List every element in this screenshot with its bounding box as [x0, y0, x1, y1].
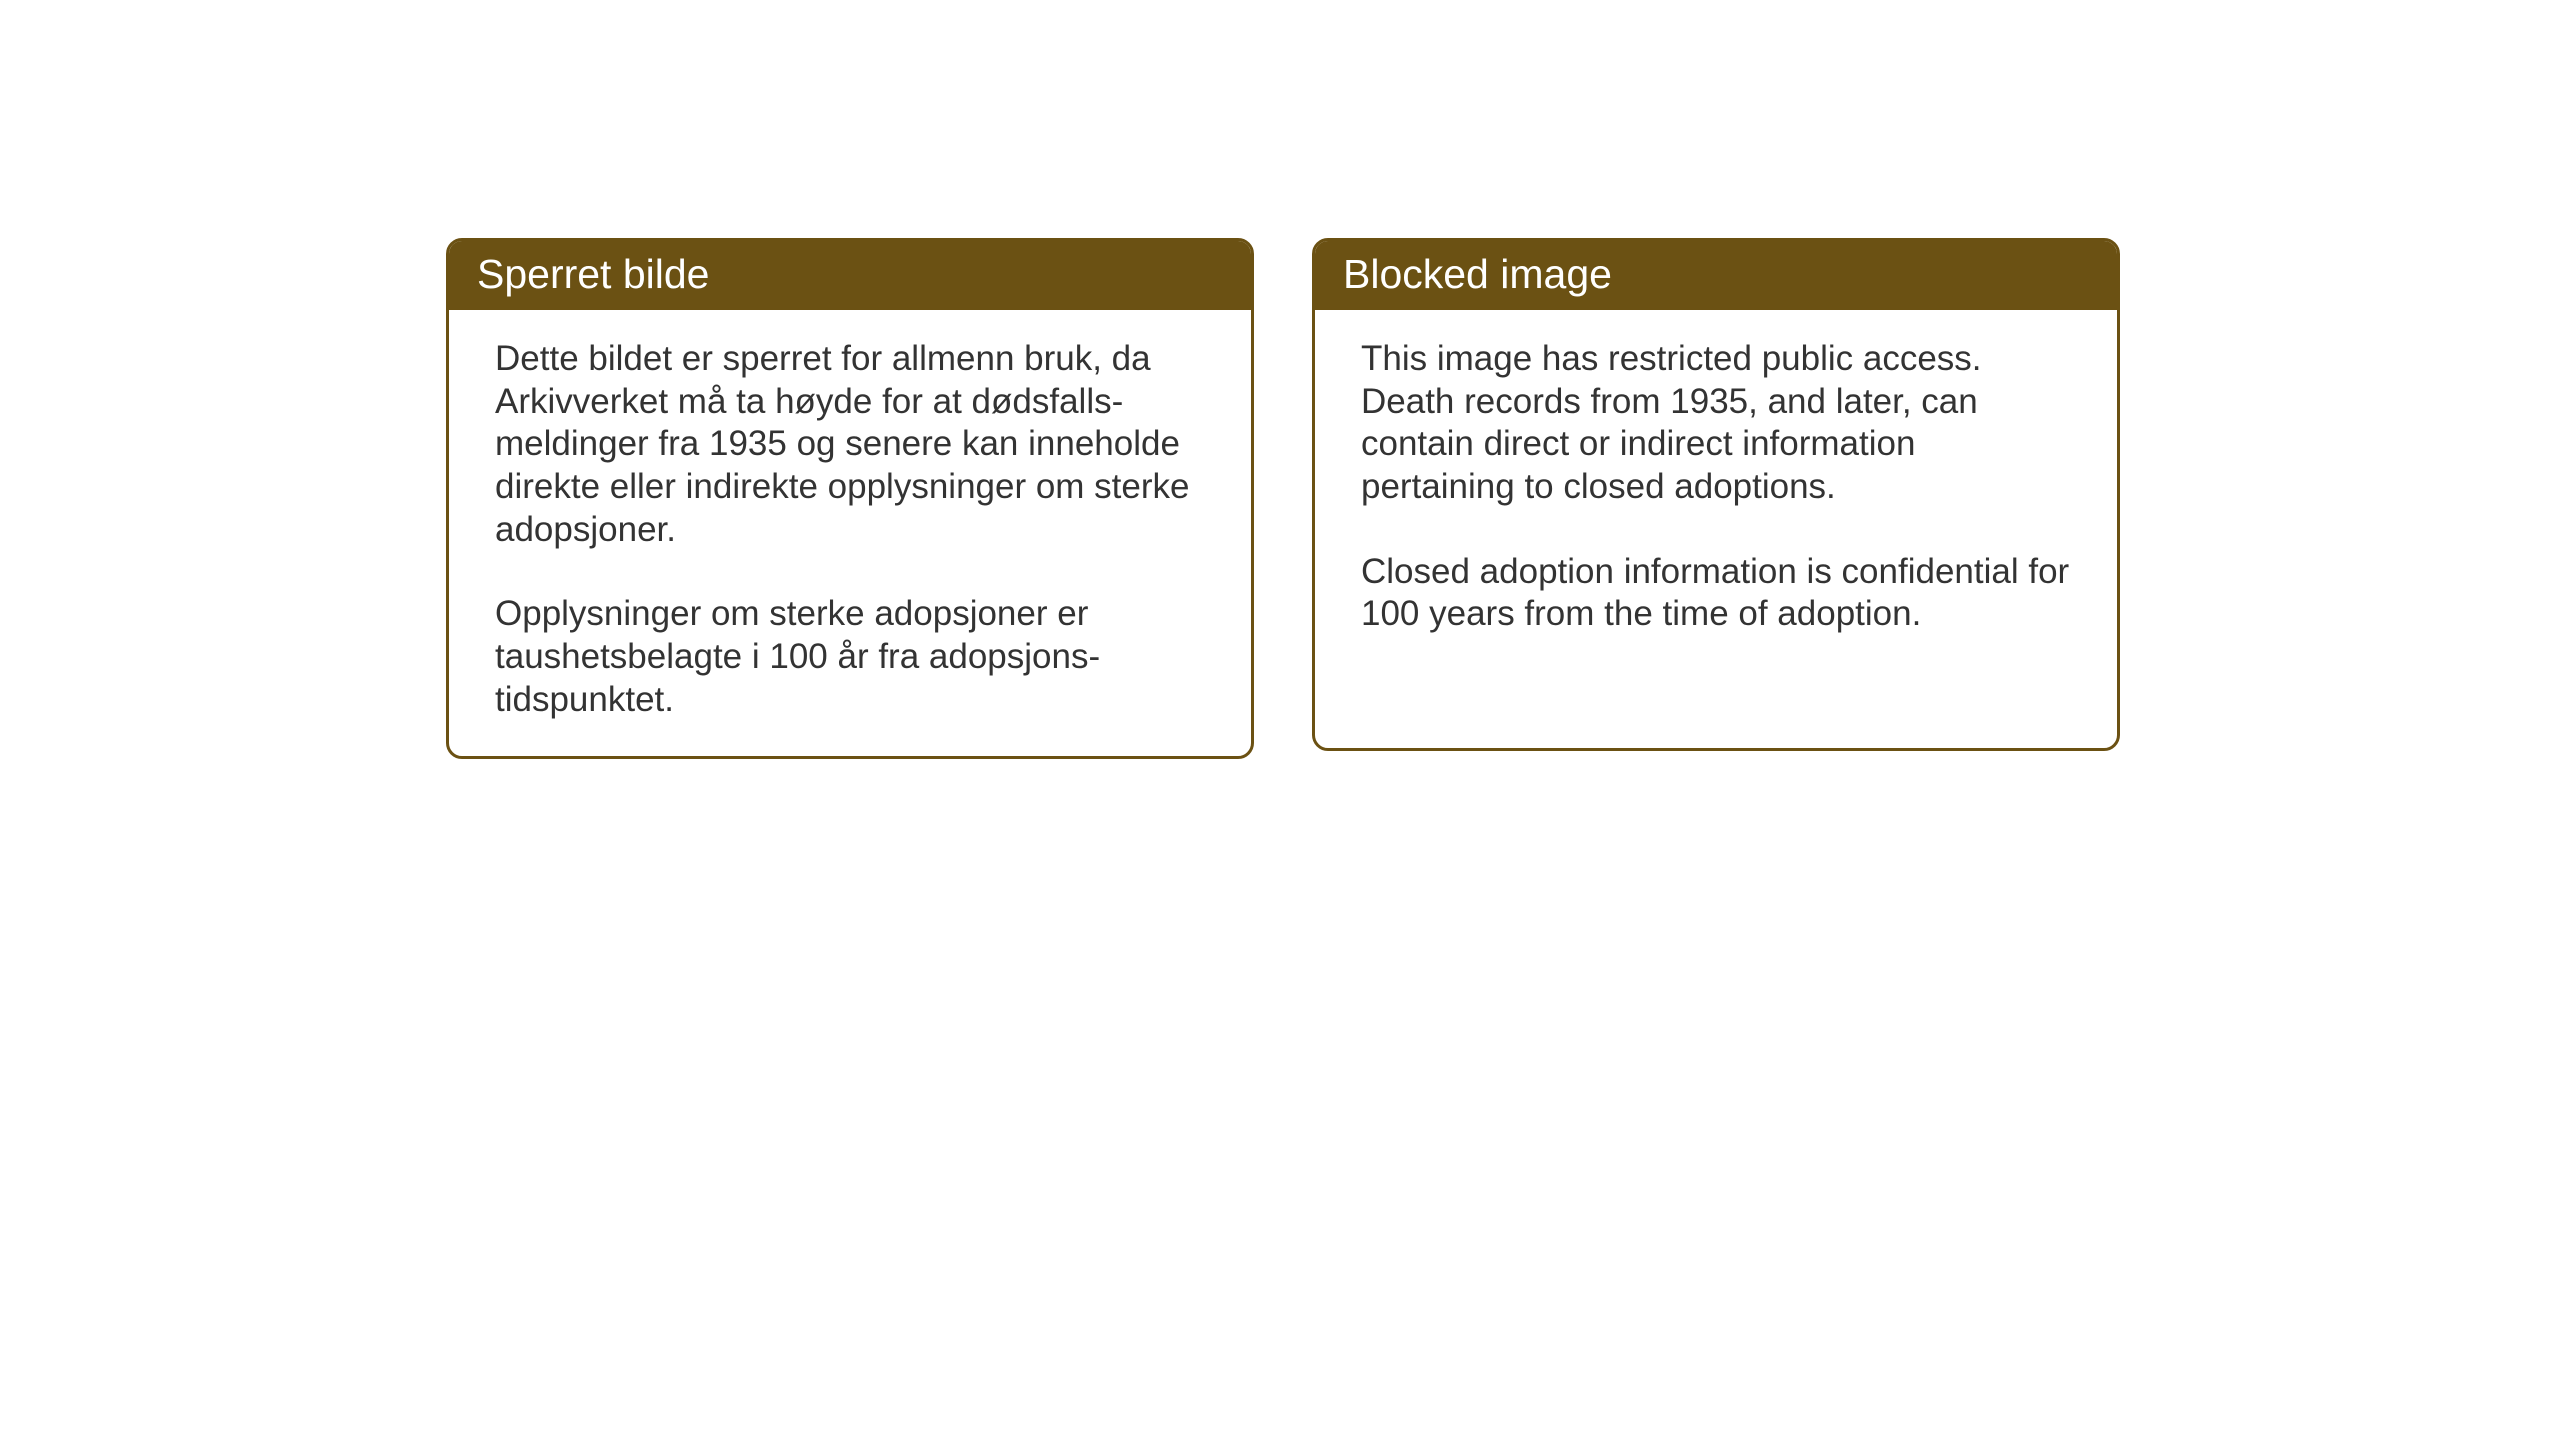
- card-english: Blocked image This image has restricted …: [1312, 238, 2120, 751]
- card-english-paragraph-1: This image has restricted public access.…: [1361, 338, 2073, 509]
- card-norwegian: Sperret bilde Dette bildet er sperret fo…: [446, 238, 1254, 759]
- card-english-body: This image has restricted public access.…: [1315, 310, 2117, 670]
- card-english-paragraph-2: Closed adoption information is confident…: [1361, 551, 2073, 636]
- card-english-header: Blocked image: [1315, 241, 2117, 310]
- cards-container: Sperret bilde Dette bildet er sperret fo…: [446, 238, 2120, 759]
- card-norwegian-paragraph-1: Dette bildet er sperret for allmenn bruk…: [495, 338, 1207, 551]
- card-english-title: Blocked image: [1343, 251, 1612, 297]
- card-norwegian-title: Sperret bilde: [477, 251, 709, 297]
- card-norwegian-paragraph-2: Opplysninger om sterke adopsjoner er tau…: [495, 593, 1207, 721]
- card-norwegian-header: Sperret bilde: [449, 241, 1251, 310]
- card-norwegian-body: Dette bildet er sperret for allmenn bruk…: [449, 310, 1251, 756]
